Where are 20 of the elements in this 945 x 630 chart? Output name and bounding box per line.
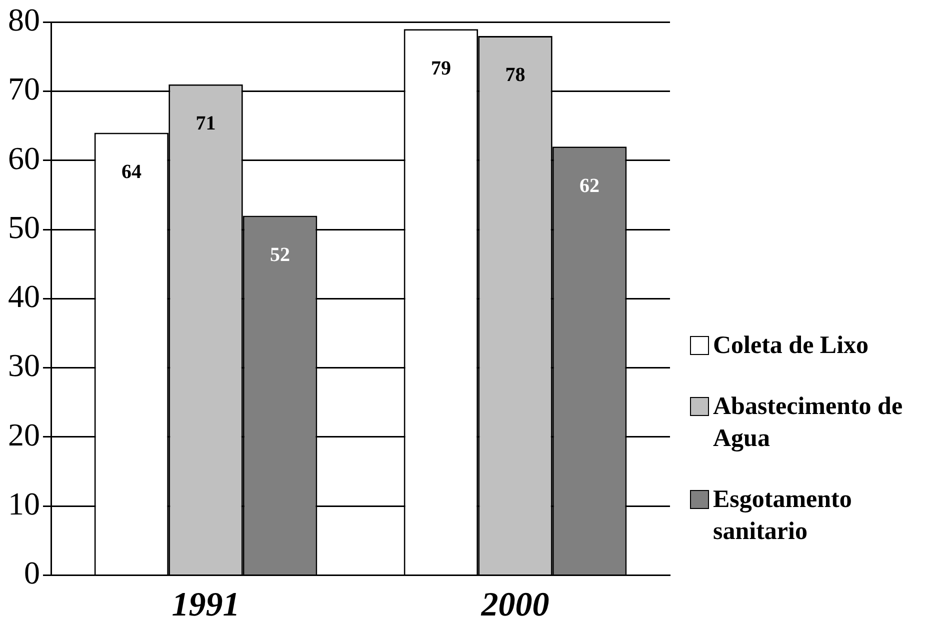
- data-label: 52: [270, 244, 290, 266]
- y-tick-label: 40: [8, 278, 40, 314]
- data-label: 78: [505, 64, 526, 86]
- text: Coleta de Lixo: [713, 331, 869, 361]
- data-label: 62: [580, 174, 600, 197]
- y-tick-label: 60: [8, 140, 40, 176]
- y-tick-label: 30: [8, 347, 40, 384]
- data-label: 64: [121, 160, 142, 183]
- legend-label: Abastecimento de Agua: [713, 392, 904, 454]
- data-label: 79: [430, 57, 451, 80]
- y-tick-label: 50: [8, 208, 40, 245]
- y-tick-label: 10: [8, 485, 40, 522]
- x-tick-label: 2000: [480, 586, 550, 624]
- data-label: 71: [196, 112, 216, 135]
- y-tick-label: 0: [24, 554, 40, 591]
- y-tick-label: 20: [8, 416, 40, 452]
- legend-label: Esgotamento sanitario: [713, 484, 853, 547]
- x-tick-label: 1991: [172, 586, 240, 624]
- y-tick-label: 80: [8, 2, 40, 38]
- y-tick-label: 70: [8, 70, 40, 107]
